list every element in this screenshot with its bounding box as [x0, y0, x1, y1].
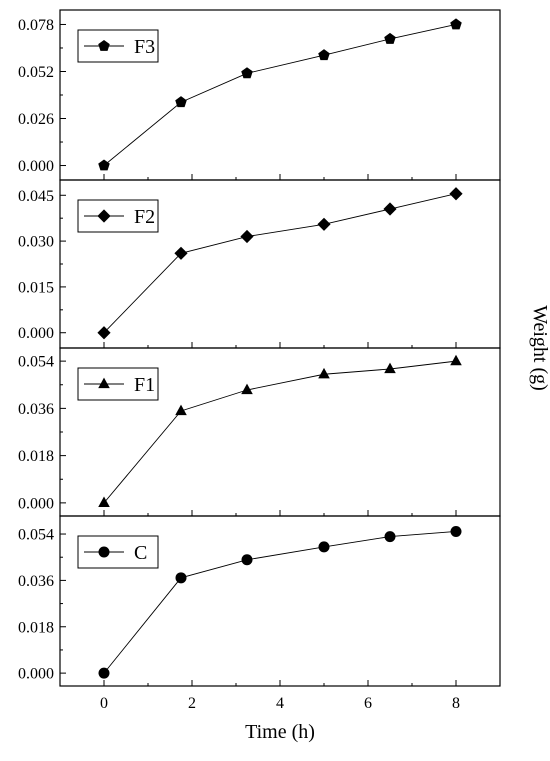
y-tick-label: 0.054 — [18, 354, 54, 371]
y-tick-label: 0.026 — [18, 111, 54, 128]
panel-c: 0.000 0.018 0.036 0.054 C — [18, 515, 501, 687]
data-point-f1 — [384, 362, 396, 374]
data-point-f2 — [97, 326, 111, 340]
series-line-f2 — [103, 193, 457, 334]
legend-label: F2 — [134, 206, 155, 228]
data-point-c — [175, 572, 187, 584]
y-tick-label: 0.000 — [18, 325, 54, 342]
y-tick-label: 0.054 — [18, 527, 54, 544]
data-point-f3 — [384, 32, 396, 44]
data-point-f1 — [318, 367, 330, 379]
panel-f2: 0.000 0.015 0.030 0.045 F2 — [18, 179, 501, 349]
data-point-f3 — [241, 67, 253, 79]
data-point-f2 — [174, 246, 188, 260]
legend-marker — [98, 377, 110, 389]
data-point-f1 — [98, 496, 110, 507]
y-tick-label: 0.018 — [18, 619, 54, 636]
x-tick-label: 2 — [188, 695, 196, 712]
x-tick-label: 0 — [100, 695, 108, 712]
series-line-f3 — [103, 24, 457, 166]
data-point-f1 — [175, 404, 187, 416]
y-tick-label: 0.036 — [18, 401, 54, 418]
x-tick-label: 8 — [452, 695, 460, 712]
y-tick-label: 0.015 — [18, 279, 54, 296]
legend-marker — [98, 546, 110, 558]
data-point-c — [98, 667, 110, 679]
data-point-c — [241, 554, 253, 566]
data-point-f3 — [98, 159, 110, 171]
series-line-c — [103, 531, 457, 674]
x-axis-title: Time (h) — [245, 721, 315, 743]
data-point-f3 — [450, 18, 462, 30]
data-point-f2 — [383, 202, 397, 216]
y-tick-label: 0.000 — [18, 158, 54, 175]
y-tick-label: 0.052 — [18, 64, 54, 81]
legend-label: F1 — [134, 374, 155, 396]
x-axis: 0 2 4 6 8 — [100, 695, 460, 712]
legend-marker — [98, 39, 110, 51]
data-point-c — [384, 531, 396, 543]
data-point-f2 — [449, 187, 463, 201]
legend-label: F3 — [134, 36, 155, 58]
y-tick-label: 0.000 — [18, 666, 54, 683]
x-tick-label: 6 — [364, 695, 372, 712]
legend-marker — [97, 209, 111, 223]
data-point-f2 — [240, 229, 254, 244]
panel-f3: 0.000 0.026 0.052 0.078 F3 — [18, 9, 501, 181]
data-point-f3 — [175, 96, 187, 108]
data-point-f1 — [450, 354, 462, 366]
data-point-f1 — [241, 383, 253, 395]
series-line-f1 — [103, 360, 457, 504]
panel-f1: 0.000 0.018 0.036 0.054 F1 — [18, 347, 501, 517]
y-tick-label: 0.018 — [18, 448, 54, 465]
y-tick-label: 0.036 — [18, 573, 54, 590]
y-tick-label: 0.045 — [18, 188, 54, 205]
y-axis-title: Weight (g) — [529, 305, 550, 391]
x-tick-label: 4 — [276, 695, 284, 712]
data-point-f2 — [317, 217, 331, 231]
y-tick-label: 0.078 — [18, 17, 54, 34]
data-point-c — [318, 541, 330, 553]
chart-panels: 0.0000.0260.0520.078F30.0000.0150.0300.0… — [18, 9, 501, 687]
y-tick-label: 0.000 — [18, 495, 54, 512]
data-point-c — [450, 525, 462, 537]
legend-label: C — [134, 542, 147, 564]
y-tick-label: 0.030 — [18, 234, 54, 251]
data-point-f3 — [318, 49, 330, 61]
